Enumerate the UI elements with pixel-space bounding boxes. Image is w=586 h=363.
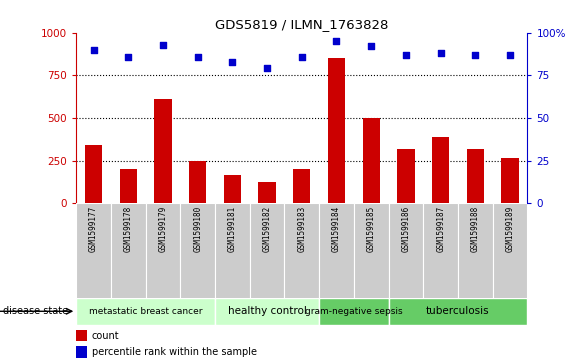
Text: GSM1599183: GSM1599183 <box>297 206 306 252</box>
Point <box>471 52 480 58</box>
Point <box>158 42 168 48</box>
Text: tuberculosis: tuberculosis <box>426 306 490 316</box>
Bar <box>215 298 319 325</box>
Text: healthy control: healthy control <box>227 306 306 316</box>
Point <box>263 66 272 72</box>
Bar <box>250 203 284 299</box>
Bar <box>319 298 389 325</box>
Text: disease state: disease state <box>3 306 68 316</box>
Bar <box>224 175 241 203</box>
Point <box>89 47 98 53</box>
Bar <box>76 298 215 325</box>
Bar <box>423 203 458 299</box>
Text: GSM1599184: GSM1599184 <box>332 206 341 252</box>
Text: GSM1599188: GSM1599188 <box>471 206 480 252</box>
Bar <box>258 182 276 203</box>
Point <box>124 54 133 60</box>
Bar <box>180 203 215 299</box>
Bar <box>85 145 102 203</box>
Text: GSM1599187: GSM1599187 <box>436 206 445 252</box>
Point <box>436 50 445 56</box>
Bar <box>458 203 493 299</box>
Point <box>228 59 237 65</box>
Text: GSM1599189: GSM1599189 <box>506 206 515 252</box>
Bar <box>120 169 137 203</box>
Bar <box>397 149 415 203</box>
Title: GDS5819 / ILMN_1763828: GDS5819 / ILMN_1763828 <box>215 19 389 32</box>
Bar <box>189 160 206 203</box>
Bar <box>363 118 380 203</box>
Point <box>505 52 515 58</box>
Bar <box>154 99 172 203</box>
Bar <box>215 203 250 299</box>
Point <box>401 52 411 58</box>
Bar <box>76 330 87 341</box>
Bar <box>76 203 111 299</box>
Text: GSM1599185: GSM1599185 <box>367 206 376 252</box>
Bar <box>293 169 311 203</box>
Bar <box>389 298 527 325</box>
Bar <box>145 203 180 299</box>
Bar <box>284 203 319 299</box>
Bar <box>493 203 527 299</box>
Bar <box>354 203 389 299</box>
Bar <box>466 149 484 203</box>
Text: GSM1599186: GSM1599186 <box>401 206 410 252</box>
Text: percentile rank within the sample: percentile rank within the sample <box>92 347 257 357</box>
Text: metastatic breast cancer: metastatic breast cancer <box>89 307 202 316</box>
Text: GSM1599180: GSM1599180 <box>193 206 202 252</box>
Bar <box>319 203 354 299</box>
Text: GSM1599178: GSM1599178 <box>124 206 133 252</box>
Bar <box>389 203 423 299</box>
Text: count: count <box>92 331 120 341</box>
Text: GSM1599182: GSM1599182 <box>263 206 271 252</box>
Text: GSM1599181: GSM1599181 <box>228 206 237 252</box>
Bar <box>328 58 345 203</box>
Text: GSM1599177: GSM1599177 <box>89 206 98 252</box>
Bar <box>502 158 519 203</box>
Bar <box>432 137 449 203</box>
Bar <box>111 203 145 299</box>
Text: gram-negative sepsis: gram-negative sepsis <box>305 307 403 316</box>
Point <box>297 54 306 60</box>
Point <box>366 44 376 49</box>
Text: GSM1599179: GSM1599179 <box>158 206 168 252</box>
Bar <box>76 346 87 358</box>
Point <box>193 54 202 60</box>
Point <box>332 38 341 44</box>
